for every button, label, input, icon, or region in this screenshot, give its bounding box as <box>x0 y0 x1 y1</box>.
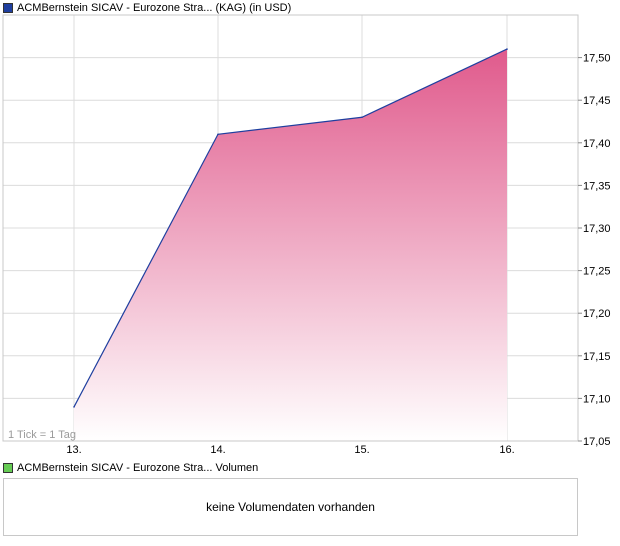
price-point <box>361 116 363 119</box>
price-legend-swatch <box>3 3 13 13</box>
price-point <box>506 48 508 50</box>
y-tick-label: 17,20 <box>583 308 611 320</box>
y-tick-label: 17,25 <box>583 266 611 278</box>
volume-legend: ACMBernstein SICAV - Eurozone Stra... Vo… <box>3 461 258 475</box>
tick-labels: 17,05 17,10 17,15 17,20 17,25 17,30 17,35 17,40… <box>66 53 610 456</box>
x-tick-label: 15. <box>354 444 369 456</box>
x-tick-label: 16. <box>499 444 514 456</box>
y-tick-label: 17,50 <box>583 53 611 65</box>
tick-note: 1 Tick = 1 Tag <box>8 429 76 441</box>
price-area <box>74 49 507 441</box>
x-tick-label: 14. <box>210 444 225 456</box>
price-legend-label: ACMBernstein SICAV - Eurozone Stra... (K… <box>17 2 292 14</box>
price-chart: 17,05 17,10 17,15 17,20 17,25 17,30 17,35 17,40… <box>2 14 611 456</box>
volume-legend-label: ACMBernstein SICAV - Eurozone Stra... Vo… <box>17 462 259 474</box>
volume-legend-swatch <box>3 463 13 473</box>
price-legend: ACMBernstein SICAV - Eurozone Stra... (K… <box>3 1 291 15</box>
y-tick-label: 17,15 <box>583 351 611 363</box>
price-line <box>73 48 508 408</box>
area-layer <box>73 48 508 441</box>
no-volume-message: keine Volumendaten vorhanden <box>206 500 375 514</box>
y-tick-label: 17,10 <box>583 393 611 405</box>
x-tick-label: 13. <box>66 444 81 456</box>
y-tick-label: 17,40 <box>583 138 611 150</box>
price-point <box>217 133 219 136</box>
price-point <box>73 406 75 408</box>
y-tick-label: 17,35 <box>583 180 611 192</box>
y-tick-label: 17,05 <box>583 436 611 448</box>
y-tick-label: 17,45 <box>583 95 611 107</box>
y-tick-label: 17,30 <box>583 223 611 235</box>
volume-panel: keine Volumendaten vorhanden <box>3 478 578 536</box>
